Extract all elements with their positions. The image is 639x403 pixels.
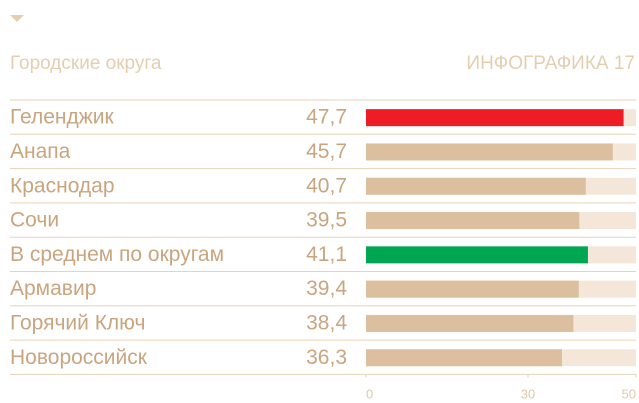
value-label: 47,7 (306, 106, 347, 129)
value-label: 40,7 (306, 174, 347, 197)
value-label: 41,1 (306, 243, 347, 266)
bar (366, 109, 624, 127)
category-label: Краснодар (10, 174, 115, 197)
x-tick-label: 50 (622, 386, 636, 401)
chart-subtitle: ИНФОГРАФИКА 17 (466, 53, 635, 74)
category-label: Горячий Ключ (10, 311, 145, 334)
bar (366, 143, 613, 161)
value-label: 39,4 (306, 277, 347, 300)
bar (366, 280, 579, 298)
value-label: 39,5 (306, 209, 347, 232)
category-label: Анапа (10, 140, 71, 163)
category-label: Сочи (10, 209, 59, 232)
x-tick-label: 30 (521, 386, 535, 401)
category-label: Новороссийск (10, 346, 148, 369)
value-label: 45,7 (306, 140, 347, 163)
category-label: Геленджик (10, 106, 115, 129)
value-label: 36,3 (306, 346, 347, 369)
chart-title: Городские округа (10, 53, 162, 74)
category-label: Армавир (10, 277, 96, 300)
x-tick-label: 0 (366, 386, 373, 401)
dropdown-arrow[interactable] (10, 15, 24, 22)
bar (366, 246, 588, 264)
value-label: 38,4 (306, 311, 347, 334)
bar (366, 177, 586, 195)
category-label: В среднем по округам (10, 243, 224, 266)
bar (366, 349, 563, 367)
bar (366, 212, 580, 230)
bar (366, 314, 574, 332)
